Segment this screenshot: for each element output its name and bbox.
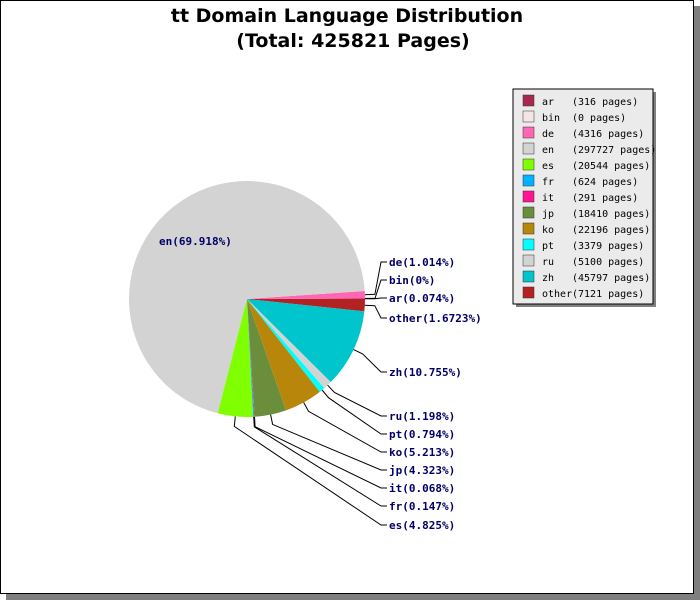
slice-label-ru: ru(1.198%) <box>389 410 455 423</box>
slice-label-pt: pt(0.794%) <box>389 428 455 441</box>
leader-line-it <box>254 416 387 489</box>
slice-label-other: other(1.6723%) <box>389 312 482 325</box>
legend-name-zh: zh <box>542 273 554 284</box>
pie-slices <box>128 180 366 417</box>
slice-label-fr: fr(0.147%) <box>389 500 455 513</box>
pie-slice-ar <box>247 298 366 299</box>
leader-line-ar <box>365 297 387 300</box>
legend-name-fr: fr <box>542 177 554 188</box>
legend-name-de: de <box>542 129 554 140</box>
pie-slice-es <box>217 299 254 417</box>
leader-line-ko <box>303 402 387 453</box>
pie-slice-de <box>247 290 365 299</box>
leader-line-de <box>364 261 387 296</box>
legend-swatch-ru <box>522 254 535 267</box>
legend-pages-es: (20544 pages) <box>572 161 650 172</box>
slice-label-bin: bin(0%) <box>389 274 435 287</box>
slice-label-ar: ar(0.074%) <box>389 292 455 305</box>
legend-box <box>512 88 654 305</box>
legend-swatch-es <box>522 158 535 171</box>
legend-name-ko: ko <box>542 225 554 236</box>
slice-label-de: de(1.014%) <box>389 256 455 269</box>
legend-name-pt: pt <box>542 241 554 252</box>
leader-line-ru <box>327 384 387 417</box>
slice-label-en: en(69.918%) <box>159 235 232 248</box>
slice-label-it: it(0.068%) <box>389 482 455 495</box>
pie-slice-other <box>247 299 365 312</box>
legend-pages-fr: (624 pages) <box>572 177 638 188</box>
legend-pages-ko: (22196 pages) <box>572 225 650 236</box>
legend-name-ar: ar <box>542 97 554 108</box>
legend-swatch-ar <box>522 94 535 107</box>
legend-pages-jp: (18410 pages) <box>572 209 650 220</box>
legend-name-en: en <box>542 145 554 156</box>
leader-line-other <box>364 304 387 319</box>
slice-label-zh: zh(10.755%) <box>389 366 462 379</box>
legend-name-ru: ru <box>542 257 554 268</box>
pie-slice-ru <box>247 299 331 389</box>
slice-label-jp: jp(4.323%) <box>389 464 455 477</box>
legend-swatch-ko <box>522 222 535 235</box>
legend-pages-de: (4316 pages) <box>572 129 644 140</box>
chart-title: tt Domain Language Distribution <box>171 5 523 27</box>
pie-chart: tt Domain Language Distribution (Total: … <box>128 5 656 532</box>
legend-name-es: es <box>542 161 554 172</box>
legend-pages-bin: (0 pages) <box>572 113 626 124</box>
slice-label-es: es(4.825%) <box>389 519 455 532</box>
pie-slice-en <box>128 180 365 414</box>
legend-swatch-fr <box>522 174 535 187</box>
leader-line-es <box>233 416 387 526</box>
pie-slice-jp <box>247 299 287 417</box>
leader-line-jp <box>270 414 387 471</box>
leader-line-zh <box>353 349 387 373</box>
legend-swatch-en <box>522 142 535 155</box>
pie-slice-it <box>247 299 255 417</box>
legend-pages-en: (297727 pages) <box>572 145 656 156</box>
legend-pages-ar: (316 pages) <box>572 97 638 108</box>
pie-slice-pt <box>247 299 325 392</box>
legend-pages-pt: (3379 pages) <box>572 241 644 252</box>
legend-name-bin: bin <box>542 113 560 124</box>
leader-line-pt <box>321 389 387 435</box>
legend-swatch-pt <box>522 238 535 251</box>
slice-label-ko: ko(5.213%) <box>389 446 455 459</box>
leader-line-fr <box>253 416 387 507</box>
legend-swatch-de <box>522 126 535 139</box>
slice-labels: en(69.918%) de(1.014%) bin(0%) ar(0.074%) ot… <box>159 235 482 532</box>
pie-slice-ko <box>247 299 320 411</box>
legend: ar (316 pages) bin (0 pages) de (4316 pages) e… <box>512 88 656 307</box>
legend-pages-ru: (5100 pages) <box>572 257 644 268</box>
legend-pages-it: (291 pages) <box>572 193 638 204</box>
legend-name-other: other <box>542 289 572 300</box>
legend-swatch-jp <box>522 206 535 219</box>
pie-slice-zh <box>247 299 365 383</box>
legend-swatch-bin <box>522 110 535 123</box>
pie-slice-fr <box>247 299 255 417</box>
legend-name-it: it <box>542 193 554 204</box>
legend-pages-other: (7121 pages) <box>572 289 644 300</box>
legend-swatch-it <box>522 190 535 203</box>
legend-name-jp: jp <box>542 209 554 220</box>
chart-subtitle: (Total: 425821 Pages) <box>236 30 469 52</box>
legend-swatch-zh <box>522 270 535 283</box>
legend-pages-zh: (45797 pages) <box>572 273 650 284</box>
legend-swatch-other <box>522 286 535 299</box>
